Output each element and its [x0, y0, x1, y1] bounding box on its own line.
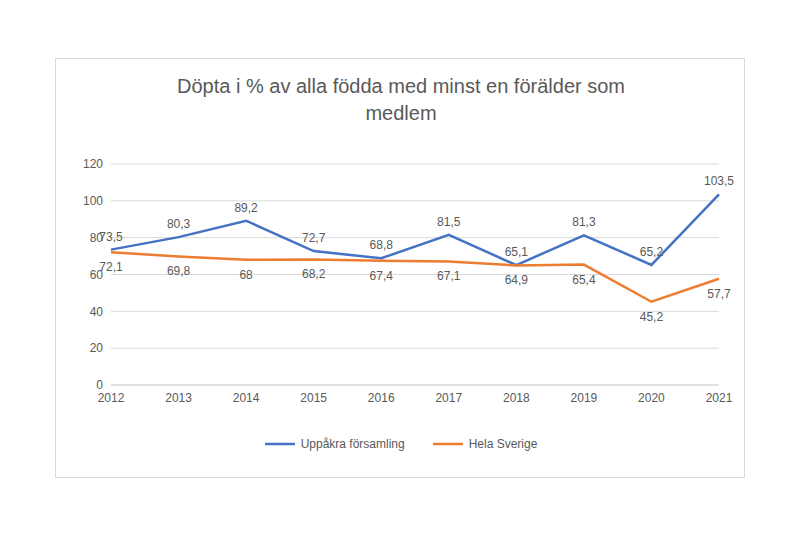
svg-text:72,1: 72,1 — [99, 260, 123, 274]
svg-text:57,7: 57,7 — [707, 287, 731, 301]
svg-text:2019: 2019 — [571, 391, 598, 405]
svg-text:65,2: 65,2 — [640, 245, 664, 259]
svg-text:68,2: 68,2 — [302, 267, 326, 281]
svg-text:2015: 2015 — [300, 391, 327, 405]
svg-text:67,1: 67,1 — [437, 269, 461, 283]
svg-text:2013: 2013 — [165, 391, 192, 405]
svg-text:67,4: 67,4 — [370, 269, 394, 283]
svg-text:68: 68 — [239, 268, 253, 282]
svg-text:40: 40 — [90, 305, 104, 319]
svg-text:2014: 2014 — [233, 391, 260, 405]
svg-text:60: 60 — [89, 267, 103, 282]
svg-text:2020: 2020 — [638, 391, 665, 405]
svg-text:65,4: 65,4 — [572, 273, 596, 287]
svg-text:64,9: 64,9 — [505, 273, 529, 287]
svg-text:80,3: 80,3 — [167, 217, 191, 231]
svg-text:89,2: 89,2 — [234, 201, 258, 215]
html-text:Uppåkra församling: Uppåkra församling — [300, 437, 405, 451]
svg-text:20: 20 — [90, 341, 104, 355]
svg-text:80: 80 — [89, 230, 103, 245]
svg-text:81,3: 81,3 — [572, 215, 596, 229]
svg-text:72,7: 72,7 — [302, 231, 326, 245]
svg-text:0: 0 — [96, 378, 103, 392]
svg-text:81,5: 81,5 — [437, 215, 461, 229]
svg-text:45,2: 45,2 — [640, 310, 664, 324]
svg-text:73,5: 73,5 — [99, 230, 123, 244]
svg-text:2017: 2017 — [435, 391, 462, 405]
svg-text:2018: 2018 — [503, 391, 530, 405]
svg-text:2021: 2021 — [706, 391, 733, 405]
html-text:Döpta i % av alla födda med mi: Döpta i % av alla födda med minst en för… — [177, 75, 625, 124]
svg-text:103,5: 103,5 — [704, 174, 734, 188]
svg-text:2016: 2016 — [368, 391, 395, 405]
svg-text:68,8: 68,8 — [370, 238, 394, 252]
svg-text:2012: 2012 — [98, 391, 125, 405]
html-text:Hela Sverige: Hela Sverige — [468, 437, 538, 451]
svg-text:120: 120 — [83, 157, 103, 171]
svg-text:65,1: 65,1 — [505, 245, 529, 259]
svg-text:69,8: 69,8 — [167, 264, 191, 278]
svg-text:100: 100 — [83, 194, 103, 208]
